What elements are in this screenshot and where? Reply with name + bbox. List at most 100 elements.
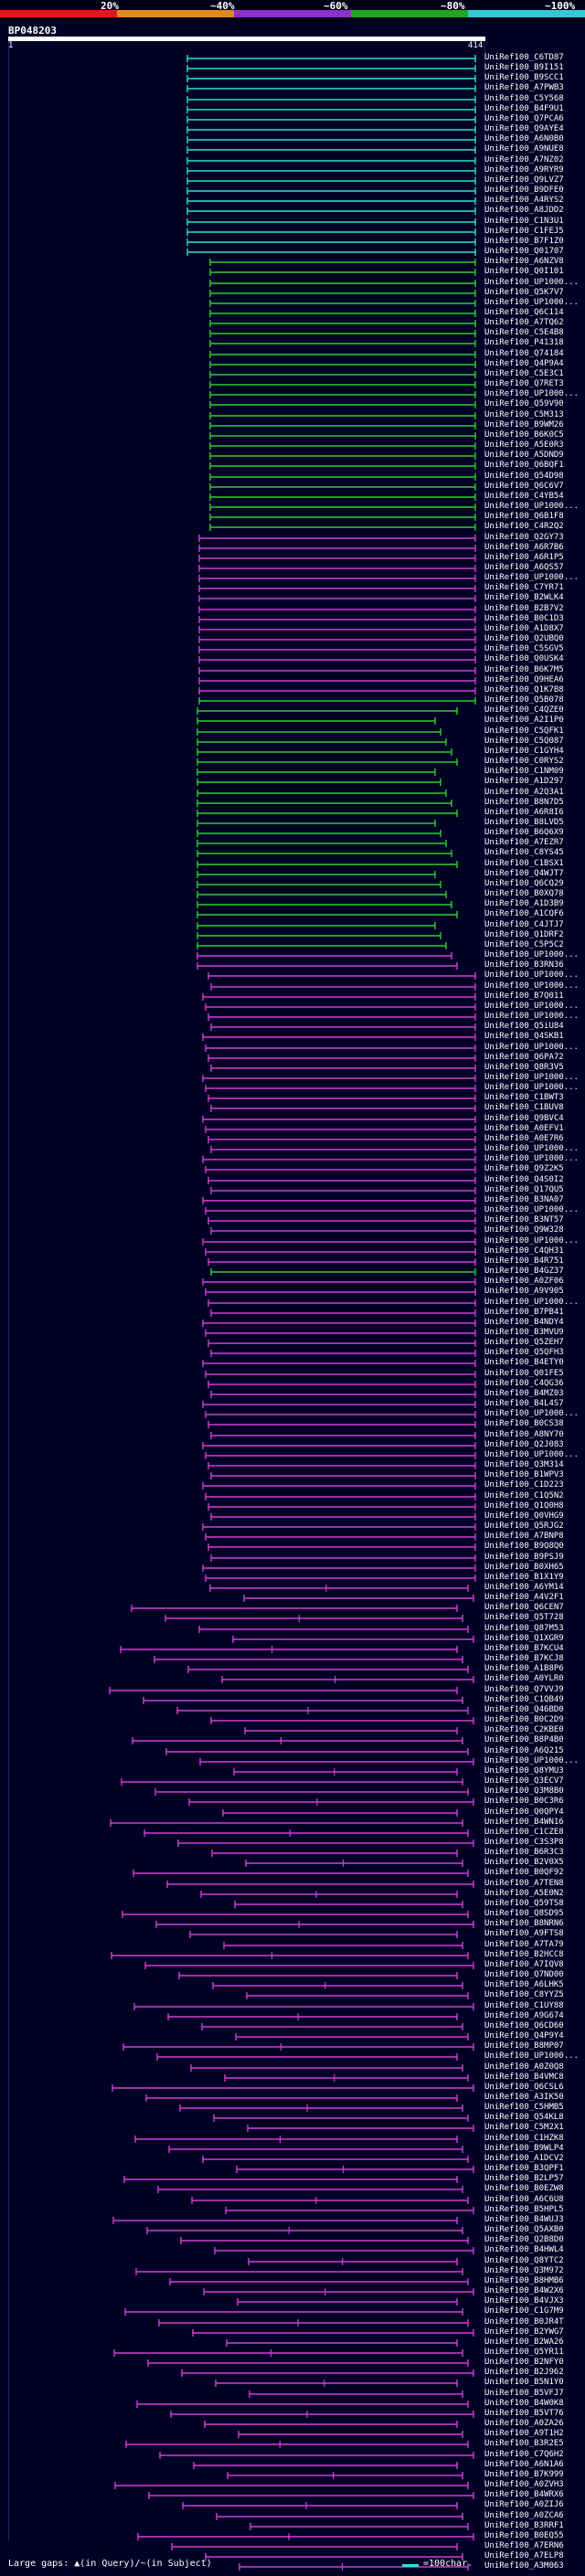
hit-id[interactable]: UniRef100_A0ZCA6	[484, 2510, 564, 2520]
hit-row[interactable]: UniRef100_C5E4B8	[0, 328, 585, 338]
hit-row[interactable]: UniRef100_Q8YTC2	[0, 2256, 585, 2266]
hit-alignment[interactable]	[0, 2011, 484, 2021]
hit-alignment[interactable]	[0, 420, 484, 430]
hit-alignment[interactable]	[0, 2184, 484, 2194]
hit-id[interactable]: UniRef100_Q2GY73	[484, 532, 564, 542]
hit-id[interactable]: UniRef100_Q4P9A4	[484, 358, 564, 368]
hit-id[interactable]: UniRef100_Q54KL8	[484, 2113, 564, 2123]
hit-id[interactable]: UniRef100_B1X1Y9	[484, 1572, 564, 1582]
hit-row[interactable]: UniRef100_Q0QPY4	[0, 1807, 585, 1818]
hit-alignment[interactable]	[0, 2337, 484, 2348]
hit-row[interactable]: UniRef100_Q6CD60	[0, 2021, 585, 2031]
hit-row[interactable]: UniRef100_A6QS57	[0, 563, 585, 573]
hit-alignment[interactable]	[0, 788, 484, 798]
hit-row[interactable]: UniRef100_Q1Q0H8	[0, 1501, 585, 1511]
hit-id[interactable]: UniRef100_B7PB41	[484, 1307, 564, 1317]
hit-row[interactable]: UniRef100_C4R2Q2	[0, 522, 585, 532]
hit-id[interactable]: UniRef100_A7TEN8	[484, 1878, 564, 1888]
hit-alignment[interactable]	[0, 134, 484, 144]
hit-row[interactable]: UniRef100_Q2UBQ0	[0, 634, 585, 644]
hit-id[interactable]: UniRef100_B3QPF1	[484, 2164, 564, 2174]
hit-row[interactable]: UniRef100_B2NFY0	[0, 2358, 585, 2368]
hit-id[interactable]: UniRef100_C1UY88	[484, 2000, 564, 2010]
hit-id[interactable]: UniRef100_B9I151	[484, 63, 564, 73]
hit-id[interactable]: UniRef100_UP1000...	[484, 573, 579, 583]
hit-row[interactable]: UniRef100_Q4S0I2	[0, 1175, 585, 1185]
hit-id[interactable]: UniRef100_Q5YR11	[484, 2348, 564, 2357]
hit-alignment[interactable]	[0, 206, 484, 216]
hit-alignment[interactable]	[0, 1654, 484, 1664]
hit-row[interactable]: UniRef100_B7Q011	[0, 991, 585, 1002]
hit-row[interactable]: UniRef100_B4HWL4	[0, 2245, 585, 2255]
hit-row[interactable]: UniRef100_A7TEN8	[0, 1879, 585, 1889]
hit-alignment[interactable]	[0, 2480, 484, 2490]
hit-row[interactable]: UniRef100_C1UY88	[0, 2001, 585, 2011]
hit-row[interactable]: UniRef100_C5Y568	[0, 94, 585, 104]
hit-alignment[interactable]	[0, 2521, 484, 2531]
hit-alignment[interactable]	[0, 644, 484, 654]
hit-alignment[interactable]	[0, 308, 484, 318]
hit-id[interactable]: UniRef100_Q9Z2K5	[484, 1164, 564, 1174]
hit-alignment[interactable]	[0, 573, 484, 583]
hit-row[interactable]: UniRef100_C5E3C1	[0, 369, 585, 379]
hit-alignment[interactable]	[0, 1379, 484, 1389]
hit-id[interactable]: UniRef100_A0ZVH3	[484, 2480, 564, 2490]
hit-row[interactable]: UniRef100_A6R1P5	[0, 553, 585, 563]
hit-id[interactable]: UniRef100_C1CZE8	[484, 1827, 564, 1837]
hit-row[interactable]: UniRef100_Q9HEA6	[0, 675, 585, 685]
hit-alignment[interactable]	[0, 695, 484, 705]
hit-id[interactable]: UniRef100_B7KCJ8	[484, 1654, 564, 1664]
hit-id[interactable]: UniRef100_Q46BD0	[484, 1704, 564, 1714]
hit-row[interactable]: UniRef100_A7ERN6	[0, 2541, 585, 2551]
hit-id[interactable]: UniRef100_A5E0N2	[484, 1888, 564, 1898]
hit-alignment[interactable]	[0, 2490, 484, 2500]
hit-id[interactable]: UniRef100_B3RN36	[484, 960, 564, 970]
hit-alignment[interactable]	[0, 1450, 484, 1460]
hit-id[interactable]: UniRef100_UP1000...	[484, 502, 579, 512]
hit-row[interactable]: UniRef100_C1BUV8	[0, 1103, 585, 1113]
hit-alignment[interactable]	[0, 2245, 484, 2255]
hit-alignment[interactable]	[0, 472, 484, 482]
hit-id[interactable]: UniRef100_B0CS38	[484, 1419, 564, 1429]
hit-id[interactable]: UniRef100_A6R1P5	[484, 552, 564, 562]
hit-row[interactable]: UniRef100_C1N3U1	[0, 217, 585, 227]
hit-id[interactable]: UniRef100_C1D223	[484, 1480, 564, 1490]
hit-row[interactable]: UniRef100_C5M2X1	[0, 2123, 585, 2133]
hit-row[interactable]: UniRef100_B8P4B0	[0, 1735, 585, 1745]
hit-alignment[interactable]	[0, 1807, 484, 1818]
hit-row[interactable]: UniRef100_A7PWB3	[0, 83, 585, 93]
hit-id[interactable]: UniRef100_Q87M53	[484, 1623, 564, 1633]
hit-id[interactable]: UniRef100_Q4SKB1	[484, 1032, 564, 1042]
hit-id[interactable]: UniRef100_A7TA79	[484, 1939, 564, 1949]
hit-row[interactable]: UniRef100_A1D3B9	[0, 899, 585, 909]
hit-id[interactable]: UniRef100_A5E0R3	[484, 440, 564, 451]
hit-id[interactable]: UniRef100_Q3M972	[484, 2265, 564, 2275]
hit-row[interactable]: UniRef100_C4QZE0	[0, 705, 585, 716]
hit-id[interactable]: UniRef100_A8JDD2	[484, 206, 564, 216]
hit-id[interactable]: UniRef100_Q3M314	[484, 1460, 564, 1470]
hit-alignment[interactable]	[0, 808, 484, 818]
hit-row[interactable]: UniRef100_C1QB49	[0, 1695, 585, 1705]
hit-row[interactable]: UniRef100_A6LHK5	[0, 1980, 585, 1990]
hit-id[interactable]: UniRef100_Q3ECV7	[484, 1776, 564, 1786]
hit-alignment[interactable]	[0, 2051, 484, 2062]
hit-id[interactable]: UniRef100_UP1000...	[484, 1755, 579, 1765]
hit-id[interactable]: UniRef100_Q9BVC4	[484, 1113, 564, 1123]
hit-id[interactable]: UniRef100_Q59V90	[484, 399, 564, 409]
hit-alignment[interactable]	[0, 63, 484, 73]
hit-id[interactable]: UniRef100_Q5ZEH7	[484, 1338, 564, 1348]
hit-alignment[interactable]	[0, 2561, 484, 2571]
hit-alignment[interactable]	[0, 1797, 484, 1807]
hit-id[interactable]: UniRef100_A9V905	[484, 1287, 564, 1297]
hit-row[interactable]: UniRef100_B4NDY4	[0, 1318, 585, 1328]
hit-alignment[interactable]	[0, 1073, 484, 1083]
hit-row[interactable]: UniRef100_B0EZW8	[0, 2184, 585, 2194]
hit-row[interactable]: UniRef100_C1BWT3	[0, 1093, 585, 1103]
hit-row[interactable]: UniRef100_B8NRN6	[0, 1919, 585, 1929]
hit-row[interactable]: UniRef100_C5QFK1	[0, 726, 585, 737]
hit-id[interactable]: UniRef100_B8P4B0	[484, 1735, 564, 1745]
hit-id[interactable]: UniRef100_A6R7B6	[484, 542, 564, 552]
hit-row[interactable]: UniRef100_A3IK50	[0, 2093, 585, 2103]
hit-id[interactable]: UniRef100_B7Q011	[484, 991, 564, 1001]
hit-alignment[interactable]	[0, 1369, 484, 1379]
